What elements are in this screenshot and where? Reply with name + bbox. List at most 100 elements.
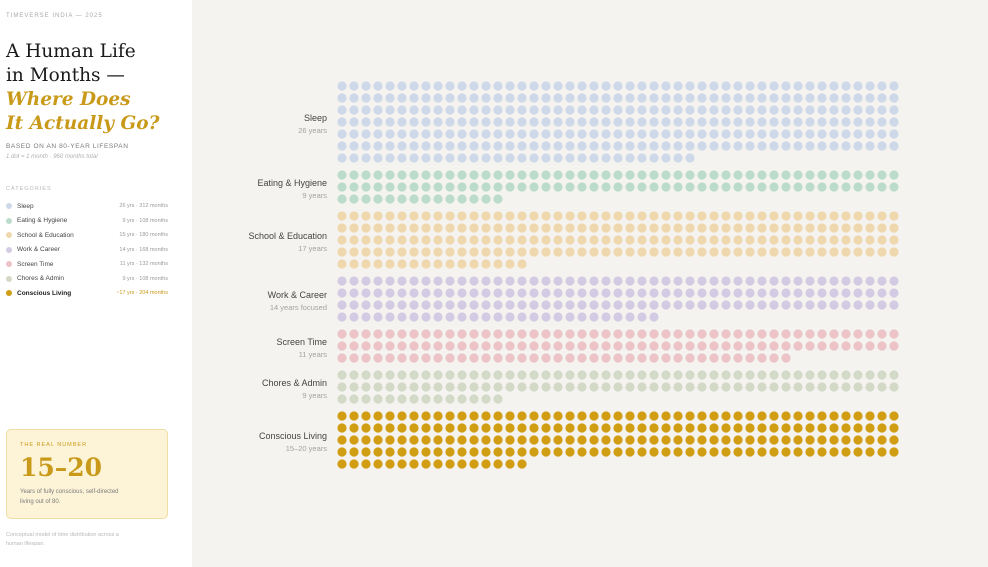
month-dot [421,259,431,269]
month-dot [493,411,503,421]
month-dot [469,459,479,469]
legend-item-school: School & Education 15 yrs · 180 months [6,228,168,243]
month-dot [385,129,395,139]
month-dot [877,411,887,421]
month-dot [481,459,491,469]
month-dot [589,117,599,127]
month-dot [853,247,863,257]
month-dot [349,81,359,91]
month-dot [709,235,719,245]
month-dot [793,170,803,180]
month-dot [709,141,719,151]
month-dot [805,170,815,180]
month-dot [601,105,611,115]
month-dot [841,341,851,351]
month-dot [385,394,395,404]
legend-dot-icon [6,232,12,239]
month-dot [649,423,659,433]
month-dot [637,300,647,310]
month-dot [457,370,467,380]
month-dot [457,353,467,363]
month-dot [757,235,767,245]
group-sublabel: 15–20 years [286,444,328,453]
month-dot [721,447,731,457]
month-dot [373,182,383,192]
month-dot [529,411,539,421]
month-dot [457,211,467,221]
legend-name: School & Education [17,231,74,239]
month-dot [337,353,347,363]
month-dot [613,182,623,192]
month-dot [541,182,551,192]
month-dot [853,223,863,233]
month-dot [481,182,491,192]
month-dot [457,93,467,103]
month-dot [577,93,587,103]
month-dot [733,341,743,351]
month-dot [601,288,611,298]
month-dot [745,300,755,310]
month-dot [649,447,659,457]
month-dot [853,105,863,115]
month-dot [589,435,599,445]
month-dot [769,370,779,380]
month-dot [709,370,719,380]
month-dot [865,93,875,103]
month-dot [709,247,719,257]
month-dot [733,223,743,233]
month-dot [637,105,647,115]
month-dot [625,117,635,127]
month-dot [529,276,539,286]
month-dot [553,93,563,103]
month-dot [529,105,539,115]
month-dot [505,235,515,245]
month-dot [673,211,683,221]
month-dot [577,117,587,127]
month-dot [337,182,347,192]
month-dot [625,211,635,221]
month-dot [673,247,683,257]
month-dot [745,117,755,127]
month-dot [577,423,587,433]
month-dot [565,329,575,339]
month-dot [721,211,731,221]
month-dot [421,382,431,392]
month-dot [397,447,407,457]
month-dot [445,300,455,310]
month-dot [397,129,407,139]
month-dot [781,353,791,363]
month-dot [433,235,443,245]
month-dot [349,411,359,421]
month-dot [733,447,743,457]
month-dot [433,370,443,380]
month-dot [613,411,623,421]
month-dot [589,93,599,103]
month-dot [649,370,659,380]
month-dot [709,423,719,433]
month-dot [529,93,539,103]
month-dot [541,353,551,363]
month-dot [709,288,719,298]
month-dot [721,247,731,257]
month-dot [613,312,623,322]
month-dot [565,235,575,245]
month-dot [733,129,743,139]
month-dot [685,411,695,421]
month-dot [445,117,455,127]
waffle-group-work [337,276,899,322]
month-dot [601,447,611,457]
month-dot [649,288,659,298]
month-dot [793,288,803,298]
month-dot [733,93,743,103]
month-dot [445,447,455,457]
month-dot [517,312,527,322]
month-dot [601,247,611,257]
month-dot [421,370,431,380]
month-dot [817,117,827,127]
month-dot [409,411,419,421]
month-dot [409,329,419,339]
month-dot [685,329,695,339]
group-label: Eating & Hygiene [257,178,327,188]
month-dot [841,81,851,91]
month-dot [781,382,791,392]
